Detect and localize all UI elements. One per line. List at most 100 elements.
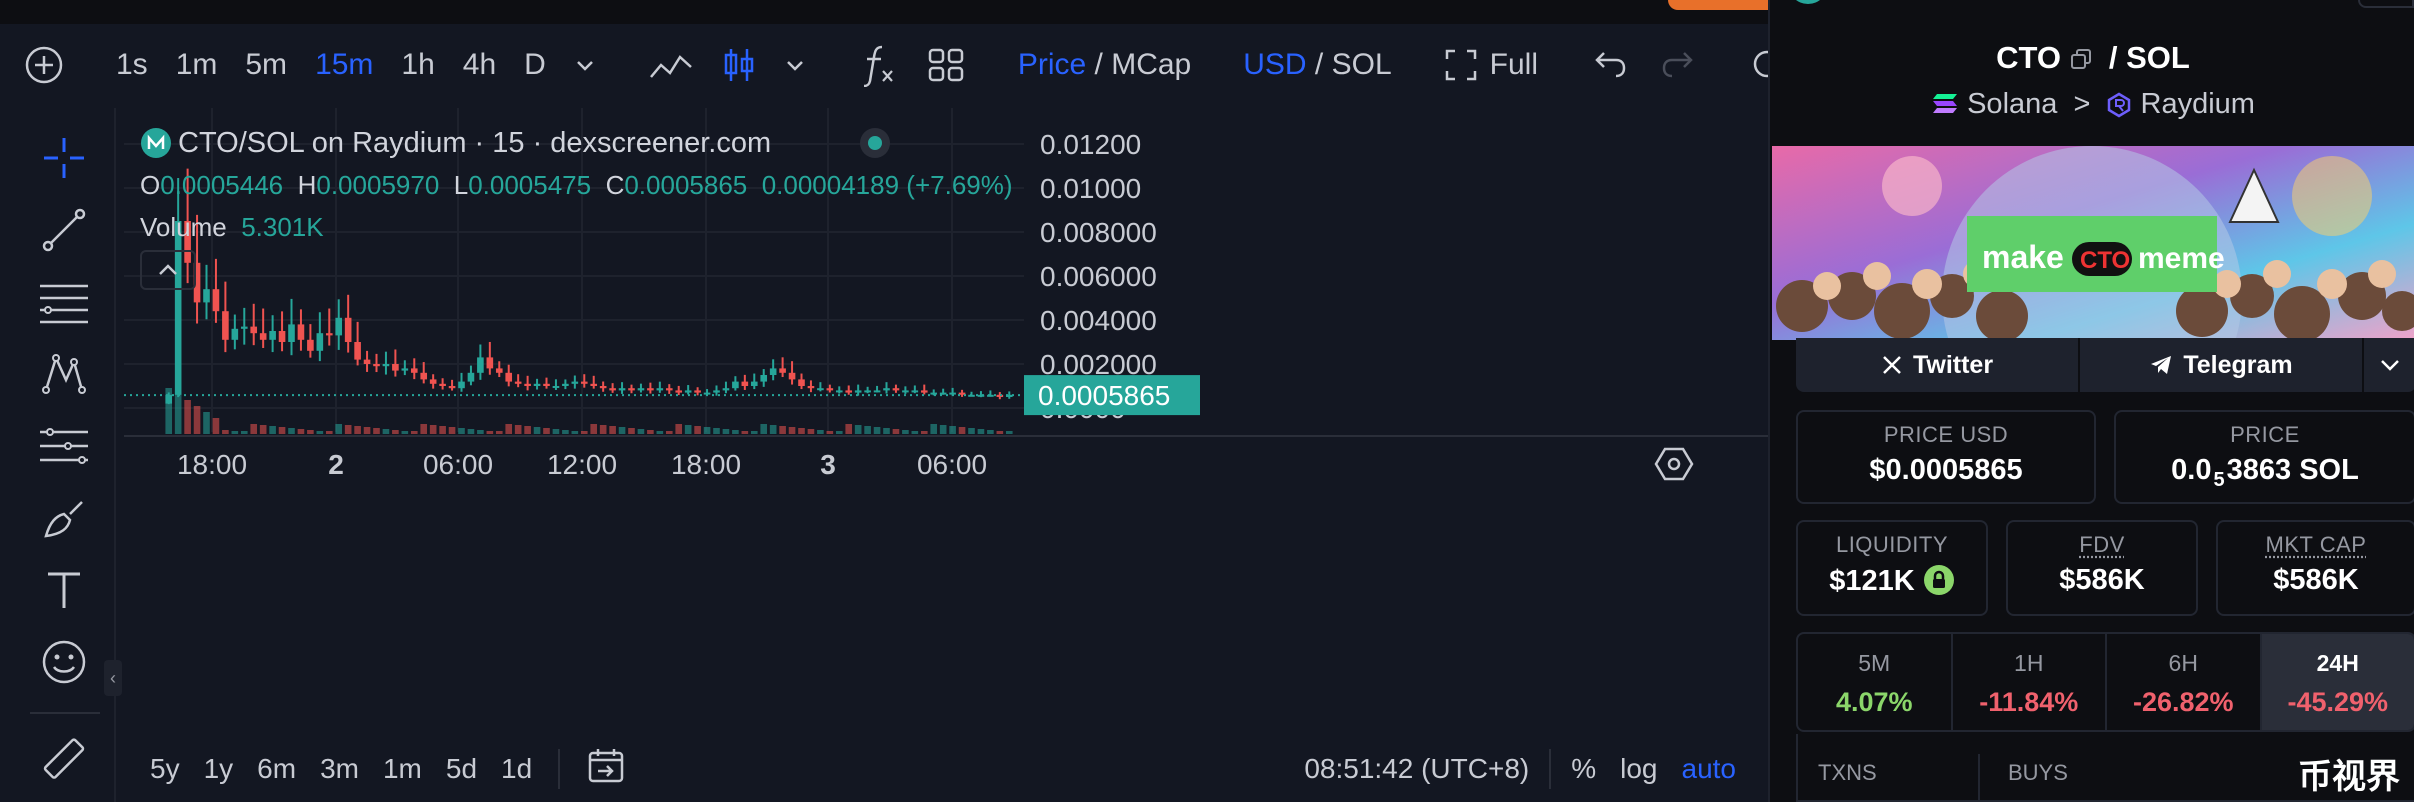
high-value: 0.0005970 — [316, 170, 440, 200]
price-chart[interactable]: 0.01200 0.01000 0.008000 0.006000 0.004000 0.… — [124, 108, 1768, 676]
auto-scale-toggle[interactable]: auto — [1681, 753, 1737, 784]
buys-label: BUYS — [2008, 760, 2068, 785]
change-tab-5m[interactable]: 5M 4.07% — [1798, 634, 1953, 730]
candle-body — [486, 357, 494, 369]
usd-option[interactable]: USD — [1243, 48, 1307, 81]
candle-body — [288, 324, 295, 342]
range-5y[interactable]: 5y — [150, 753, 180, 784]
undo-button[interactable] — [1576, 26, 1644, 104]
emoji-tool[interactable] — [36, 634, 92, 690]
chain-name[interactable]: Solana — [1967, 88, 2058, 120]
collapse-toolbar-button[interactable]: ‹ — [104, 660, 122, 696]
text-t-icon — [48, 572, 80, 608]
change-tab-1h[interactable]: 1H -11.84% — [1953, 634, 2107, 730]
text-tool[interactable] — [36, 562, 92, 618]
collapse-legend-button[interactable] — [140, 250, 196, 290]
volume-bar — [807, 429, 815, 434]
usd-sol-toggle[interactable]: USD / SOL — [1229, 26, 1405, 104]
dex-name[interactable]: Raydium — [2140, 88, 2255, 120]
mcap-option[interactable]: MCap — [1111, 48, 1192, 81]
twitter-label: Twitter — [1912, 350, 1994, 379]
interval-dropdown[interactable] — [560, 26, 610, 104]
brush-tool[interactable] — [36, 490, 92, 546]
function-fx-icon — [863, 45, 893, 87]
copy-icon[interactable] — [2070, 48, 2092, 70]
indicators-button[interactable] — [844, 26, 912, 104]
interval-5m[interactable]: 5m — [245, 48, 288, 81]
candle-body — [307, 339, 314, 351]
goto-date-button[interactable] — [574, 746, 638, 793]
trend-line-tool[interactable] — [36, 202, 92, 258]
high-label: H — [297, 170, 317, 200]
bottom-divider — [558, 749, 561, 789]
chart-type-dropdown[interactable] — [770, 26, 820, 104]
fdv-label[interactable]: FDV — [2079, 532, 2125, 557]
more-links-button[interactable] — [2364, 338, 2414, 392]
interval-d[interactable]: D — [524, 48, 546, 81]
change-value: -26.82% — [2132, 687, 2234, 717]
pattern-tool[interactable] — [36, 346, 92, 402]
settings-gear-icon[interactable] — [1654, 447, 1694, 481]
volume-bar — [222, 430, 229, 434]
fdv-value: $586K — [2059, 564, 2145, 596]
candle-body — [1005, 394, 1013, 397]
crosshair-tool[interactable] — [36, 130, 92, 186]
change-tab-24h[interactable]: 24H -45.29% — [2261, 634, 2414, 730]
volume-bar — [288, 428, 295, 434]
range-3m[interactable]: 3m — [320, 753, 359, 784]
solana-logo-icon — [1933, 94, 1958, 113]
measure-tool[interactable] — [36, 732, 92, 788]
candle-body — [184, 221, 191, 263]
candle-body — [514, 381, 522, 384]
log-scale-toggle[interactable]: log — [1620, 753, 1658, 784]
range-1y[interactable]: 1y — [203, 753, 234, 784]
interval-4h[interactable]: 4h — [462, 48, 497, 81]
twitter-button[interactable]: Twitter — [1796, 338, 2080, 392]
range-6m[interactable]: 6m — [257, 753, 297, 784]
market-cap-label[interactable]: MKT CAP — [2265, 532, 2367, 557]
gear-outline — [1654, 447, 1694, 481]
volume-bar — [713, 428, 720, 434]
change-label: 5M — [1858, 650, 1891, 676]
range-1m[interactable]: 1m — [382, 753, 422, 784]
banner-text-cto: CTO — [2080, 247, 2130, 274]
change-tab-6h[interactable]: 6H -26.82% — [2107, 634, 2262, 730]
orange-tab[interactable] — [1668, 0, 1768, 10]
x-axis-tick-label: 3 — [820, 449, 836, 480]
redo-icon — [1662, 52, 1693, 78]
redo-button[interactable] — [1644, 26, 1712, 104]
volume-bar — [939, 425, 947, 434]
horizontal-lines-tool[interactable] — [36, 274, 92, 330]
candle-body — [533, 383, 541, 386]
candle-body — [524, 383, 531, 386]
interval-15m[interactable]: 15m — [315, 48, 374, 81]
candle-chart-type-button[interactable] — [708, 26, 770, 104]
line-chart-type-button[interactable] — [634, 26, 708, 104]
volume-bar — [505, 424, 513, 434]
range-5d[interactable]: 5d — [445, 753, 478, 784]
chart-canvas[interactable]: 0.01200 0.01000 0.008000 0.006000 0.004000 0.… — [124, 108, 1768, 676]
price-option[interactable]: Price — [1017, 48, 1087, 81]
forecast-tool[interactable] — [36, 418, 92, 474]
clock-timezone[interactable]: 08:51:42 (UTC+8) — [1304, 753, 1530, 784]
candle-body — [920, 390, 928, 393]
panel-top-button[interactable] — [2358, 0, 2414, 8]
change-value: 4.07% — [1835, 687, 1913, 717]
volume-bar — [835, 431, 843, 434]
interval-1s[interactable]: 1s — [116, 48, 148, 81]
fullscreen-button[interactable]: Full — [1430, 26, 1552, 104]
interval-1h[interactable]: 1h — [401, 48, 435, 81]
range-1d[interactable]: 1d — [501, 753, 533, 784]
sol-option[interactable]: SOL — [1331, 48, 1392, 81]
add-symbol-button[interactable] — [10, 26, 78, 104]
x-axis-tick-label: 12:00 — [547, 449, 617, 480]
price-mcap-toggle[interactable]: Price / MCap — [1004, 26, 1205, 104]
candle-body — [410, 368, 418, 373]
layouts-button[interactable] — [912, 26, 980, 104]
candle-body — [240, 326, 248, 329]
volume-bar — [552, 429, 560, 434]
trend-line-icon — [42, 208, 86, 252]
interval-1m[interactable]: 1m — [175, 48, 218, 81]
telegram-button[interactable]: Telegram — [2080, 338, 2364, 392]
percent-scale-toggle[interactable]: % — [1571, 753, 1597, 784]
